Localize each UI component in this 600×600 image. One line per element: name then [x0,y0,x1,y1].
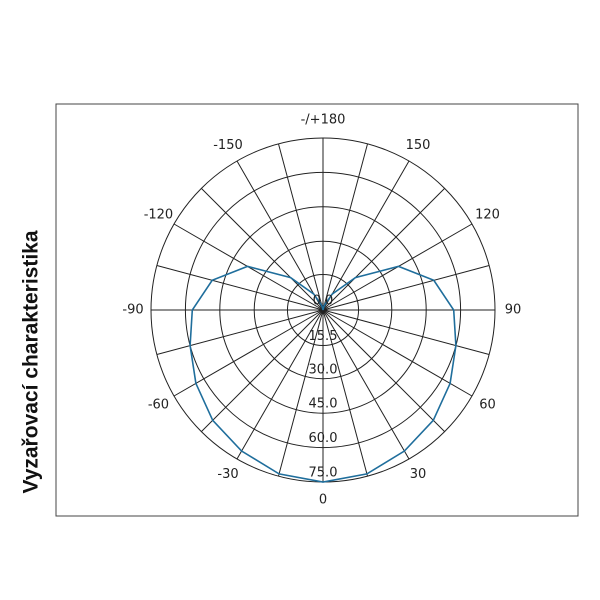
radius-label: 30.0 [309,362,338,377]
angle-label: -/+180 [301,113,346,128]
grid-spoke [156,309,324,355]
angle-label: 30 [410,467,427,482]
grid-spoke [278,143,324,311]
radius-label: 15.5 [309,329,338,344]
grid-spoke [156,265,324,311]
grid-spoke [201,309,324,432]
grid-spoke [322,309,410,460]
radius-label: 45.0 [309,397,338,412]
frame [55,103,579,517]
angle-label: 120 [475,208,500,223]
radius-label: 75.0 [309,466,338,481]
grid-spoke [322,309,490,355]
angle-label: -150 [213,138,243,153]
intensity-curve [189,265,457,483]
grid-spoke [322,265,490,311]
grid-spoke [201,188,324,311]
radius-label: 0.0 [313,294,334,309]
angle-label: 150 [406,138,431,153]
radius-label: 60.0 [309,431,338,446]
grid-spoke [322,309,368,477]
angle-label: -60 [148,398,169,413]
chart-title: Vyzařovací charakteristika [20,230,43,493]
grid-spoke [322,309,445,432]
angle-label: -120 [144,208,174,223]
grid-spoke [322,143,368,311]
angle-label: -90 [122,303,143,318]
grid-spoke [322,309,473,397]
grid-spoke [322,160,410,311]
angle-label: 0 [319,493,327,508]
grid-spoke [278,309,324,477]
grid-spoke [322,188,445,311]
grid-spoke [236,160,324,311]
angle-label: 90 [505,303,522,318]
grid-spoke [173,309,324,397]
angle-label: -30 [217,467,238,482]
grid-spoke [236,309,324,460]
angle-label: 60 [479,398,496,413]
